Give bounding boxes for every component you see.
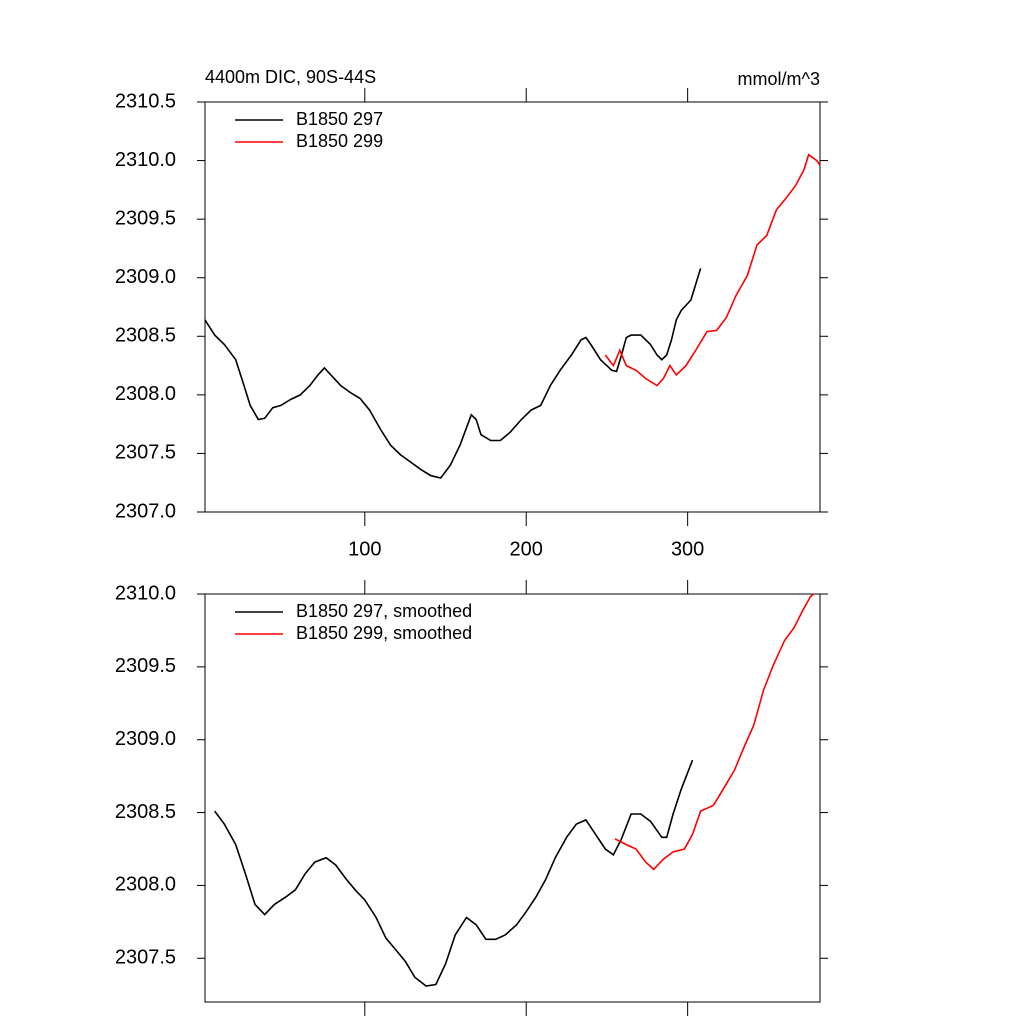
y-tick-label: 2307.5 — [115, 442, 176, 464]
y-tick-label: 2309.0 — [115, 266, 176, 288]
legend-label: B1850 297 — [296, 109, 383, 129]
x-tick-label: 100 — [348, 538, 381, 560]
x-tick-label: 300 — [671, 538, 704, 560]
y-tick-label: 2310.5 — [115, 90, 176, 112]
units-label: mmol/m^3 — [738, 69, 820, 89]
y-tick-label: 2308.5 — [115, 325, 176, 347]
y-tick-label: 2307.0 — [115, 500, 176, 522]
y-tick-label: 2309.0 — [115, 728, 176, 750]
chart-title: 4400m DIC, 90S-44S — [205, 67, 376, 87]
legend-label: B1850 299, smoothed — [296, 623, 472, 643]
plot-frame — [204, 593, 821, 1003]
y-tick-label: 2310.0 — [115, 582, 176, 604]
legend-label: B1850 299 — [296, 131, 383, 151]
y-tick-label: 2307.5 — [115, 947, 176, 969]
legend-label: B1850 297, smoothed — [296, 601, 472, 621]
y-tick-label: 2308.0 — [115, 874, 176, 896]
y-tick-label: 2309.5 — [115, 207, 176, 229]
series-line — [604, 153, 821, 387]
y-tick-label: 2310.0 — [115, 149, 176, 171]
y-tick-label: 2308.5 — [115, 801, 176, 823]
series-line — [204, 268, 702, 479]
series-line — [214, 759, 694, 987]
series-line — [614, 593, 815, 871]
y-tick-label: 2309.5 — [115, 655, 176, 677]
y-tick-label: 2308.0 — [115, 383, 176, 405]
plot-frame — [204, 101, 821, 513]
x-tick-label: 200 — [510, 538, 543, 560]
